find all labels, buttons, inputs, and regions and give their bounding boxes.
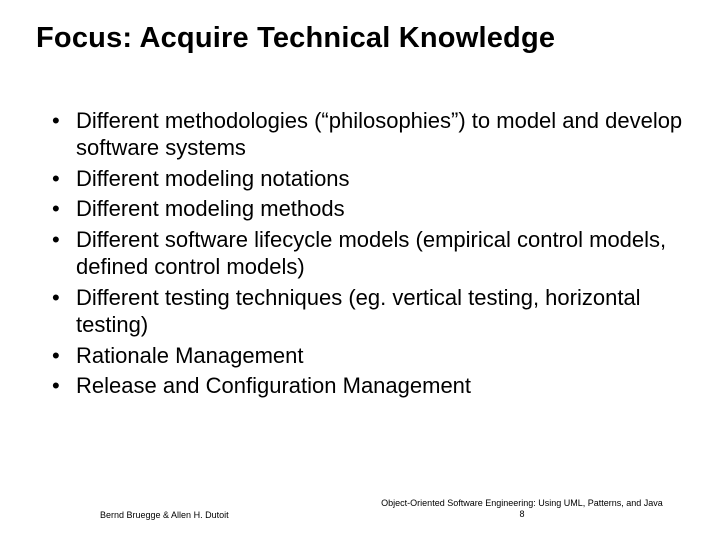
list-item: Release and Configuration Management: [48, 373, 684, 400]
list-item: Different testing techniques (eg. vertic…: [48, 285, 684, 339]
list-item: Different software lifecycle models (emp…: [48, 227, 684, 281]
list-item: Different methodologies (“philosophies”)…: [48, 108, 684, 162]
list-item: Different modeling notations: [48, 166, 684, 193]
footer-book-title: Object-Oriented Software Engineering: Us…: [352, 498, 692, 521]
list-item: Rationale Management: [48, 343, 684, 370]
slide-title: Focus: Acquire Technical Knowledge: [36, 22, 696, 55]
bullet-list: Different methodologies (“philosophies”)…: [48, 108, 684, 404]
list-item: Different modeling methods: [48, 196, 684, 223]
slide: Focus: Acquire Technical Knowledge Diffe…: [0, 0, 720, 540]
footer-title-text: Object-Oriented Software Engineering: Us…: [381, 498, 663, 508]
footer-page-number: 8: [519, 509, 524, 519]
footer-authors: Bernd Bruegge & Allen H. Dutoit: [100, 510, 229, 520]
